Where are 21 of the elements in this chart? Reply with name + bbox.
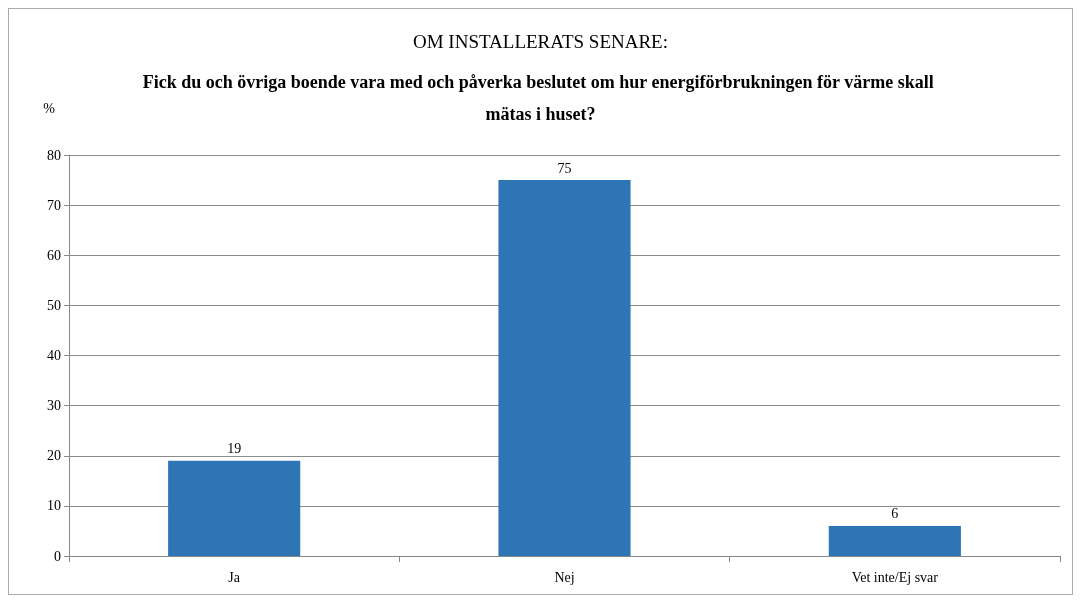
bar xyxy=(828,525,961,556)
y-tick-label: 80 xyxy=(47,147,61,163)
data-label: 6 xyxy=(891,506,899,522)
x-tick-label: Vet inte/Ej svar xyxy=(851,569,939,585)
x-tick-label: Nej xyxy=(554,569,575,585)
y-tick-label: 60 xyxy=(47,247,61,263)
y-tick-label: 70 xyxy=(47,197,61,213)
chart-title: OM INSTALLERATS SENARE: xyxy=(413,31,668,52)
data-label: 75 xyxy=(557,160,572,176)
data-label: 19 xyxy=(227,441,242,457)
y-tick-label: 50 xyxy=(47,297,61,313)
y-tick-label: 40 xyxy=(47,348,61,363)
y-tick-label: 30 xyxy=(47,398,61,414)
y-tick-label: 0 xyxy=(54,548,61,564)
x-tick-label: Ja xyxy=(228,569,241,585)
y-axis-title: % xyxy=(43,100,56,116)
bar xyxy=(168,460,301,556)
bar xyxy=(498,180,631,556)
chart-subtitle: Fick du och övriga boende vara med och påverka beslutet om hur energiförbrukningen för värme skall mätas i huset? xyxy=(142,72,939,124)
y-tick-label: 10 xyxy=(47,498,61,514)
y-tick-label: 20 xyxy=(47,448,61,464)
